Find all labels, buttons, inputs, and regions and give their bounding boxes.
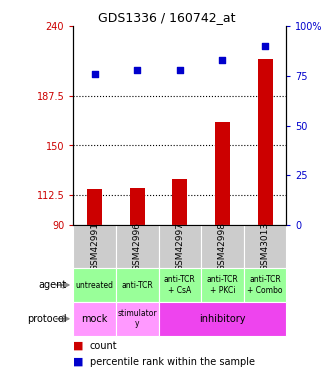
- Bar: [159, 302, 286, 336]
- Point: [177, 67, 182, 73]
- Text: anti-TCR
+ PKCi: anti-TCR + PKCi: [206, 275, 238, 295]
- Bar: [130, 188, 145, 225]
- Bar: [258, 59, 272, 225]
- Text: GSM42997: GSM42997: [175, 222, 184, 271]
- Text: mock: mock: [81, 314, 108, 324]
- Bar: [73, 302, 116, 336]
- Bar: [201, 268, 244, 302]
- Text: agent: agent: [38, 280, 67, 290]
- Bar: [73, 268, 116, 302]
- Text: anti-TCR
+ Combo: anti-TCR + Combo: [247, 275, 283, 295]
- Point: [135, 67, 140, 73]
- Bar: [244, 225, 286, 268]
- Text: GSM42996: GSM42996: [133, 222, 142, 271]
- Text: GDS1336 / 160742_at: GDS1336 / 160742_at: [98, 11, 235, 24]
- Bar: [116, 268, 159, 302]
- Point: [262, 43, 268, 49]
- Bar: [116, 302, 159, 336]
- Bar: [172, 178, 187, 225]
- Text: anti-TCR
+ CsA: anti-TCR + CsA: [164, 275, 196, 295]
- Text: protocol: protocol: [27, 314, 67, 324]
- Bar: [116, 225, 159, 268]
- Bar: [244, 268, 286, 302]
- Bar: [87, 189, 102, 225]
- Text: GSM43013: GSM43013: [260, 222, 270, 271]
- Text: untreated: untreated: [76, 280, 114, 290]
- Text: inhibitory: inhibitory: [199, 314, 246, 324]
- Bar: [215, 122, 230, 225]
- Text: count: count: [90, 341, 118, 351]
- Bar: [201, 225, 244, 268]
- Text: stimulator
y: stimulator y: [118, 309, 157, 328]
- Text: ■: ■: [73, 341, 84, 351]
- Point: [220, 57, 225, 63]
- Bar: [73, 225, 116, 268]
- Bar: [159, 225, 201, 268]
- Point: [92, 71, 97, 77]
- Text: anti-TCR: anti-TCR: [121, 280, 153, 290]
- Text: ■: ■: [73, 357, 84, 367]
- Text: percentile rank within the sample: percentile rank within the sample: [90, 357, 255, 367]
- Text: GSM42991: GSM42991: [90, 222, 99, 271]
- Bar: [159, 268, 201, 302]
- Text: GSM42998: GSM42998: [218, 222, 227, 271]
